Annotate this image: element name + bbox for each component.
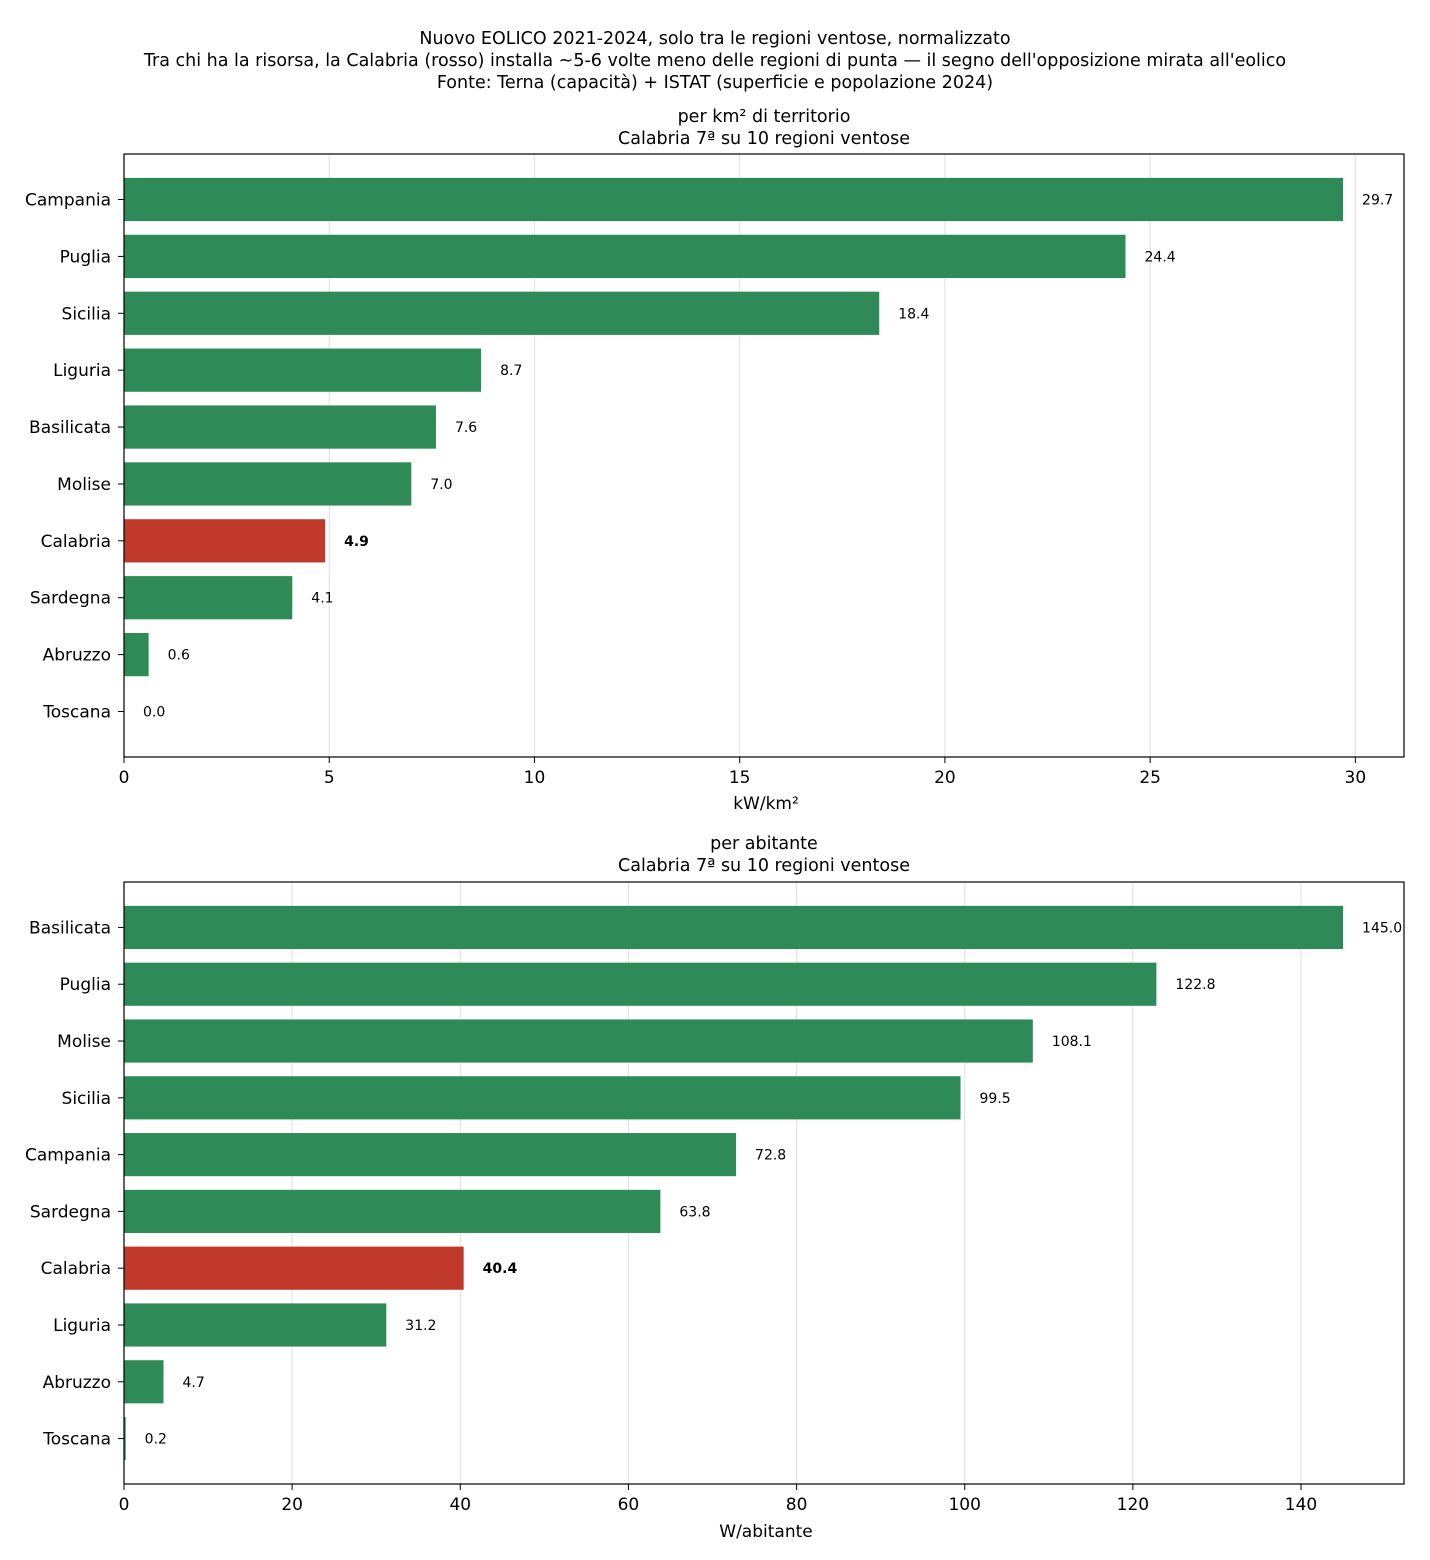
panel-1-xtick-label: 30 (1345, 768, 1367, 788)
panel-2-data-label: 31.2 (405, 1318, 436, 1334)
panel-1-bar (124, 348, 482, 392)
panel-1-bar (124, 234, 1126, 279)
panel-1-ytick-label: Basilicata (29, 418, 111, 438)
panel-2-xtick-label: 0 (119, 1495, 130, 1515)
panel-2-data-label: 122.8 (1175, 977, 1215, 993)
panel-2-ytick-label: Puglia (60, 975, 111, 995)
panel-1-ytick-label: Calabria (41, 532, 111, 552)
panel-2-data-label: 0.2 (145, 1432, 167, 1448)
panel-1-data-label: 4.1 (311, 591, 333, 607)
panel-1-data-label: 4.9 (344, 534, 369, 550)
panel-2-ytick-label: Toscana (42, 1430, 111, 1450)
panel-1-bar (124, 177, 1344, 222)
panel-2-bar (124, 1303, 387, 1347)
panel-2-xtick-label: 40 (449, 1495, 471, 1515)
panel-1-data-label: 0.6 (168, 648, 190, 664)
panel-1-ytick-label: Liguria (53, 361, 111, 381)
panel-2-bar (124, 1360, 164, 1404)
panel-1-bar (124, 462, 412, 506)
panel-2-ytick-label: Calabria (41, 1259, 111, 1279)
panel-1-xtick-label: 15 (729, 768, 751, 788)
panel-1-xtick-label: 25 (1139, 768, 1161, 788)
figure-title-line-3: Fonte: Terna (capacità) + ISTAT (superfi… (436, 73, 994, 93)
panel-2-xtick-label: 80 (786, 1495, 808, 1515)
panel-2-xtick-label: 100 (948, 1495, 980, 1515)
panel-2-data-label: 63.8 (679, 1204, 710, 1220)
panel-1-xtick-label: 5 (324, 768, 335, 788)
panel-1-bar (124, 291, 880, 335)
panel-2-bar (124, 1189, 661, 1233)
panel-2-bar (124, 905, 1344, 950)
panel-2-data-label: 40.4 (483, 1261, 518, 1277)
panel-2-data-label: 108.1 (1052, 1034, 1092, 1050)
panel-1-bar (124, 405, 436, 449)
panel-1-axes-frame (123, 153, 1405, 758)
panel-2-xtick-label: 60 (618, 1495, 640, 1515)
panel-1-ytick-label: Sardegna (30, 589, 111, 609)
panel-2-xtick-label: 20 (281, 1495, 303, 1515)
panel-2-title-line-2: Calabria 7ª su 10 regioni ventose (618, 856, 910, 876)
panel-2-ytick-label: Molise (57, 1032, 111, 1052)
panel-2-ytick-label: Sardegna (30, 1202, 111, 1222)
panel-1-bar (124, 519, 326, 563)
panel-2-bar (124, 1019, 1033, 1063)
panel-1-data-label: 7.6 (455, 420, 477, 436)
panel-2-data-label: 72.8 (755, 1148, 786, 1164)
panel-1-xtick-label: 0 (119, 768, 130, 788)
panel-2-bar (124, 1416, 126, 1461)
panel-1-ytick-label: Campania (25, 191, 111, 211)
panel-2-bar (124, 1133, 737, 1177)
panel-1-ytick-label: Sicilia (62, 304, 111, 324)
panel-2-ytick-label: Abruzzo (43, 1373, 111, 1393)
panel-1-xtick-label: 10 (524, 768, 546, 788)
panel-2-data-label: 99.5 (980, 1091, 1011, 1107)
panel-1-data-label: 18.4 (898, 306, 929, 322)
panel-2-xtick-label: 120 (1117, 1495, 1149, 1515)
panel-1-data-label: 7.0 (430, 477, 452, 493)
panel-2-ytick-label: Campania (25, 1146, 111, 1166)
figure-title-line-1: Nuovo EOLICO 2021-2024, solo tra le regi… (419, 29, 1011, 49)
panel-1-x-axis-label: kW/km² (733, 794, 799, 814)
panel-1-ytick-label: Abruzzo (43, 646, 111, 666)
panel-2-x-axis-label: W/abitante (719, 1522, 812, 1542)
panel-2-title-line-1: per abitante (710, 834, 818, 854)
panel-1-data-label: 24.4 (1145, 249, 1176, 265)
panel-2-bar (124, 1246, 464, 1290)
panel-2-bar (124, 1076, 961, 1120)
panel-1-data-label: 0.0 (143, 704, 165, 720)
panel-1-data-label: 29.7 (1362, 193, 1393, 209)
panel-1-data-label: 8.7 (500, 363, 522, 379)
panel-1-title-line-2: Calabria 7ª su 10 regioni ventose (618, 129, 910, 149)
panel-2-ytick-label: Sicilia (62, 1089, 111, 1109)
panel-2-data-label: 145.0 (1362, 920, 1402, 936)
panel-1-ytick-label: Molise (57, 475, 111, 495)
figure-title-line-2: Tra chi ha la risorsa, la Calabria (ross… (143, 51, 1287, 71)
panel-2-data-label: 4.7 (183, 1375, 205, 1391)
panel-1-ytick-label: Puglia (60, 247, 111, 267)
panel-1-ytick-label: Toscana (42, 702, 111, 722)
panel-2-ytick-label: Liguria (53, 1316, 111, 1336)
panel-2-bar (124, 962, 1157, 1006)
panel-1-xtick-label: 20 (934, 768, 956, 788)
panel-1-title-line-1: per km² di territorio (678, 107, 851, 127)
panel-1-bar (124, 632, 149, 677)
panel-2-axes-frame (123, 881, 1405, 1485)
figure-title: Nuovo EOLICO 2021-2024, solo tra le regi… (0, 28, 1430, 94)
panel-2-ytick-label: Basilicata (29, 918, 111, 938)
panel-2-xtick-label: 140 (1285, 1495, 1317, 1515)
panel-1-bar (124, 576, 293, 620)
